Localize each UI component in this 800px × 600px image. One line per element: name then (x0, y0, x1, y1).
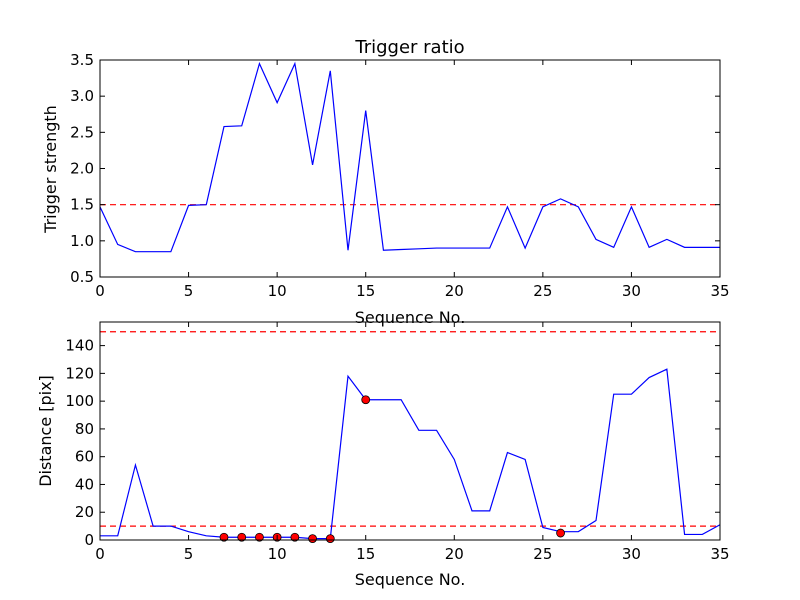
x-tick-label: 20 (445, 282, 464, 300)
trigger-ratio-panel: Trigger ratio 0 5 10 15 20 25 30 35 0.5 1.0 1.5 2.0… (41, 37, 730, 327)
chart-title: Trigger ratio (354, 37, 464, 58)
data-point (290, 532, 300, 542)
distance-panel: 0 5 10 15 20 25 30 35 0 20 40 60 80 100 120 140 Sequenc… (36, 321, 730, 589)
x-tick-label: 30 (622, 282, 641, 300)
series-line (100, 368, 721, 540)
x-tick-label: 10 (268, 545, 287, 563)
data-point (237, 532, 247, 542)
y-tick-label: 120 (65, 364, 94, 382)
axes-frame (99, 321, 721, 541)
y-tick-label: 140 (65, 337, 94, 355)
distance-plot-area: 0 5 10 15 20 25 30 35 0 20 40 60 80 100 120 140 (65, 321, 730, 563)
x-tick-label: 0 (95, 282, 105, 300)
y-tick-label: 40 (75, 475, 94, 493)
x-tick-label: 10 (268, 282, 287, 300)
x-tick-label: 5 (184, 545, 194, 563)
y-axis-label: Trigger strength (41, 105, 60, 234)
data-point (361, 395, 371, 405)
x-tick-label: 15 (356, 282, 375, 300)
x-axis-label: Sequence No. (355, 570, 466, 589)
y-tick-label: 0.5 (70, 268, 94, 286)
y-tick-label: 60 (75, 448, 94, 466)
data-point (255, 532, 264, 542)
y-tick-label: 2.0 (70, 160, 94, 178)
y-tick-label: 2.5 (70, 123, 94, 141)
y-tick-label: 100 (65, 392, 94, 410)
x-axis-label: Sequence No. (355, 308, 466, 327)
x-tick-label: 25 (533, 545, 552, 563)
x-tick-label: 20 (445, 545, 464, 563)
y-tick-label: 1.5 (70, 196, 94, 214)
y-tick-label: 3.5 (70, 51, 94, 69)
trigger-ratio-plot-area: 0 5 10 15 20 25 30 35 0.5 1.0 1.5 2.0 2.5 3.0 3.5 (70, 51, 729, 300)
data-point (556, 528, 565, 538)
data-point (308, 534, 317, 544)
y-tick-label: 3.0 (70, 87, 94, 105)
y-tick-label: 80 (75, 420, 94, 438)
x-tick-label: 0 (95, 545, 105, 563)
x-tick-label: 35 (710, 282, 729, 300)
y-tick-label: 1.0 (70, 232, 94, 250)
y-tick-label: 0 (84, 531, 94, 549)
data-point (325, 534, 335, 544)
x-tick-label: 25 (533, 282, 552, 300)
y-axis-label: Distance [pix] (36, 375, 55, 487)
x-tick-label: 15 (356, 545, 375, 563)
x-tick-label: 30 (622, 545, 641, 563)
x-tick-label: 5 (184, 282, 194, 300)
data-point (219, 532, 229, 542)
y-tick-label: 20 (75, 503, 94, 521)
x-tick-label: 35 (710, 545, 729, 563)
series-line (99, 61, 720, 253)
